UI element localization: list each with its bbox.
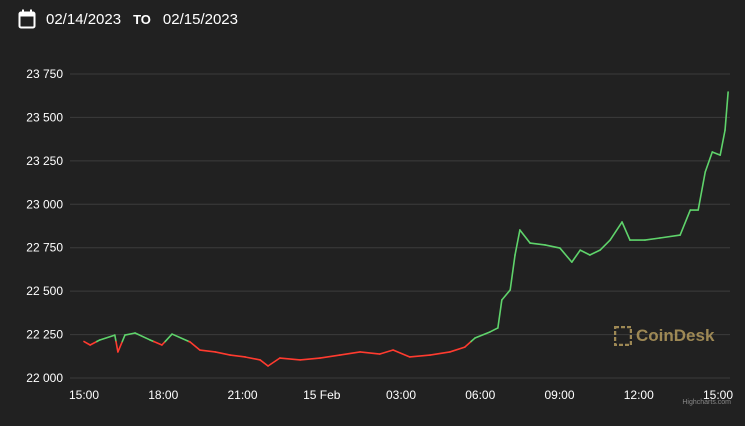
watermark-text: CoinDesk [636,326,715,345]
y-tick-label: 23 500 [26,110,63,124]
price-line-segment [279,357,301,361]
price-line-segment [474,331,491,339]
price-line-segment [124,332,136,336]
price-line-segment [319,354,341,359]
date-to[interactable]: 02/15/2023 [162,10,238,28]
price-line-segment [267,357,281,367]
price-line-segment [449,346,466,353]
date-separator: TO [133,11,151,27]
price-line-segment [544,244,561,249]
highcharts-credit[interactable]: Highcharts.com [682,399,731,406]
price-line-segment [134,332,151,341]
price-line-segment [83,340,91,346]
y-tick-label: 23 000 [26,197,63,211]
price-line-segment [470,337,476,343]
price-line-segment [659,234,681,239]
price-line-segment [164,333,173,343]
price-line-segment [117,340,124,353]
price-line-segment [299,357,321,361]
price-line-segment [579,249,591,256]
y-tick-label: 22 250 [26,328,63,342]
price-line-segment [529,242,546,246]
price-line-segment [229,354,246,358]
y-tick-label: 22 000 [26,371,63,385]
price-line-segment [409,354,431,358]
price-line-segment [501,289,511,301]
price-line-segment [679,209,692,236]
price-line-segment [259,359,269,367]
price-line-segment [152,340,163,346]
date-range[interactable]: 02/14/2023 TO 02/15/2023 [18,8,238,30]
price-line-segment [359,351,381,355]
x-tick-label: 12:00 [624,388,654,402]
price-line-segment [697,171,707,211]
price-line-segment [171,333,190,343]
price-line-segment [99,334,116,341]
x-tick-label: 03:00 [386,388,416,402]
price-line-segment [644,237,661,241]
coindesk-watermark: CoinDesk [614,326,714,346]
price-line-segment [189,341,201,351]
coindesk-logo-icon [614,326,632,346]
price-line-segment [464,340,472,348]
x-tick-label: 06:00 [465,388,495,402]
price-line-segment [519,229,531,244]
price-line-segment [339,351,361,356]
price-line-segment [114,334,117,343]
price-line-segment [609,221,623,241]
x-tick-label: 09:00 [544,388,574,402]
price-line-segment [724,91,729,131]
price-line-segment [489,327,499,333]
x-tick-label: 21:00 [227,388,257,402]
date-from[interactable]: 02/14/2023 [46,10,122,28]
calendar-icon[interactable] [18,9,36,29]
y-tick-label: 23 250 [26,154,63,168]
price-line-segment [571,249,581,263]
x-tick-label: 15:00 [69,388,99,402]
price-line-segment [621,221,631,241]
price-line-segment [509,254,516,291]
price-line-segment [497,299,503,329]
price-line-segment [559,247,573,263]
x-tick-label: 15 Feb [303,388,341,402]
y-tick-label: 22 500 [26,284,63,298]
x-tick-label: 18:00 [148,388,178,402]
price-line-segment [121,334,126,343]
price-line-segment [711,151,722,156]
price-line-segment [115,340,119,353]
price-line-segment [392,349,411,358]
price-line-segment [198,349,217,353]
price-line-segment [214,351,231,356]
price-line-segment [704,151,714,173]
y-tick-label: 23 750 [26,67,63,81]
price-line-segment [429,351,451,356]
x-tick-label: 15:00 [703,388,733,402]
price-line-segment [244,356,261,361]
y-tick-label: 22 750 [26,241,63,255]
price-line-segment [719,129,726,156]
price-line-segment [599,239,611,251]
price-line-segment [89,340,98,346]
price-line-segment [589,249,601,256]
price-line-segment [379,349,394,355]
price-line-segment [514,229,521,256]
